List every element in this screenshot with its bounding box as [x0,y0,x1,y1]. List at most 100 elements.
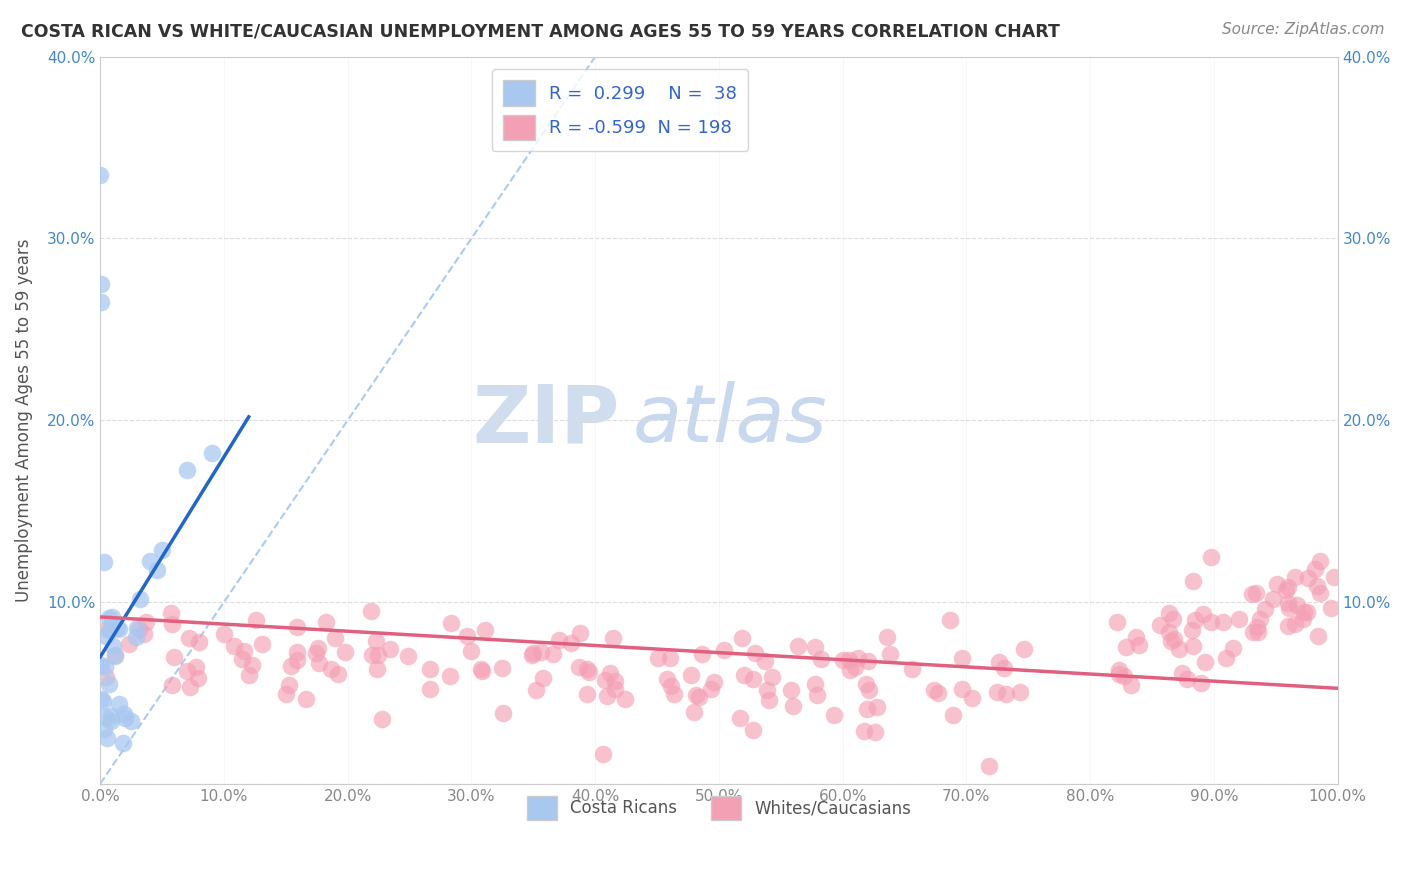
Point [96,629,118,643]
Point [1012,641,1035,656]
Point [647,650,669,665]
Point [491,660,513,674]
Point [1182,574,1205,588]
Point [91,694,114,708]
Point [188,635,211,649]
Point [852,723,875,738]
Point [1167,642,1189,657]
Point [419,662,441,676]
Point [713,643,735,657]
Point [90,691,112,706]
Point [699,681,721,696]
Point [187,671,209,685]
Point [941,707,963,722]
Point [315,615,337,629]
Point [212,627,235,641]
Point [1284,617,1306,632]
Point [592,747,614,761]
Point [1306,579,1329,593]
Point [1199,615,1222,629]
Point [742,673,765,687]
Text: Source: ZipAtlas.com: Source: ZipAtlas.com [1222,22,1385,37]
Point [1227,612,1250,626]
Point [132,627,155,641]
Point [1309,586,1331,600]
Y-axis label: Unemployment Among Ages 55 to 59 years: Unemployment Among Ages 55 to 59 years [15,238,32,602]
Point [1182,639,1205,653]
Point [114,711,136,725]
Point [728,710,751,724]
Point [186,660,208,674]
Point [1265,577,1288,591]
Point [804,677,827,691]
Point [522,646,544,660]
Point [474,623,496,637]
Point [922,682,945,697]
Point [987,656,1010,670]
Point [90,295,112,310]
Point [1128,638,1150,652]
Point [655,673,678,687]
Point [98,677,121,691]
Point [146,563,169,577]
Point [366,634,388,648]
Point [1292,612,1315,626]
Point [526,683,548,698]
Point [839,663,862,677]
Point [658,651,681,665]
Point [1115,640,1137,654]
Point [810,651,832,665]
Point [97,611,120,625]
Point [90,658,112,673]
Point [596,689,619,703]
Point [308,656,330,670]
Point [1284,569,1306,583]
Point [950,651,973,665]
Point [1296,606,1319,620]
Point [683,705,706,719]
Point [125,630,148,644]
Point [1119,677,1142,691]
Point [993,661,1015,675]
Point [108,622,131,636]
Point [541,648,564,662]
Point [93,555,115,569]
Point [176,665,198,679]
Point [96,623,118,637]
Point [1184,613,1206,627]
Point [250,637,273,651]
Point [530,645,553,659]
Point [522,648,544,662]
Point [846,651,869,665]
Point [101,640,124,654]
Point [1254,601,1277,615]
Point [1157,606,1180,620]
Point [939,613,962,627]
Point [120,714,142,728]
Point [1163,632,1185,646]
Point [1247,625,1270,640]
Point [761,670,783,684]
Point [1199,550,1222,565]
Point [112,707,135,722]
Point [285,645,308,659]
Point [1112,669,1135,683]
Point [876,630,898,644]
Point [396,648,419,663]
Point [90,277,112,291]
Point [1303,562,1326,576]
Point [1306,629,1329,643]
Point [1108,666,1130,681]
Text: ZIP: ZIP [472,381,620,459]
Point [744,646,766,660]
Point [568,660,591,674]
Point [838,652,860,666]
Point [1292,605,1315,619]
Point [1261,591,1284,606]
Point [280,658,302,673]
Point [1240,587,1263,601]
Point [104,649,127,664]
Point [139,554,162,568]
Point [1309,553,1331,567]
Point [295,692,318,706]
